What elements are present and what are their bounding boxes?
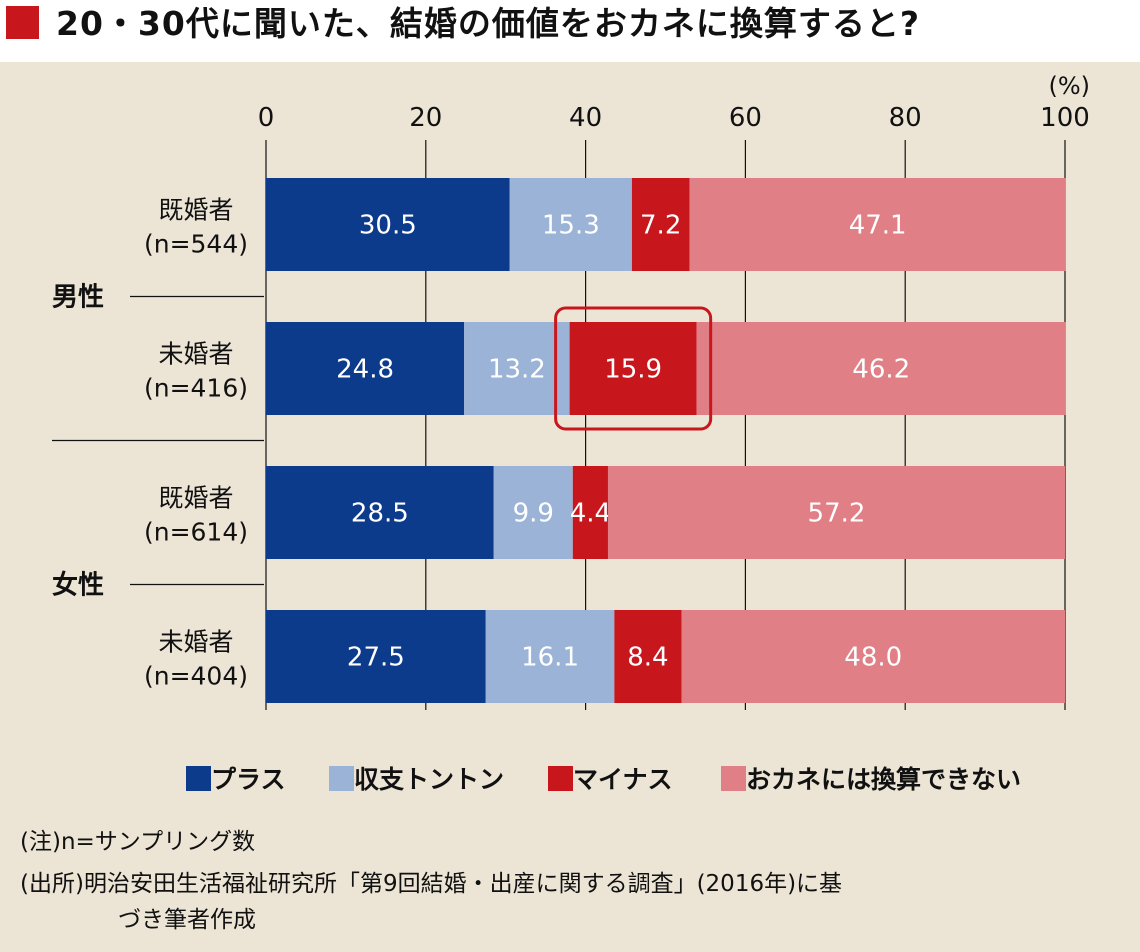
data-label: 15.9 xyxy=(604,355,662,385)
bar-segment xyxy=(266,466,494,559)
bar-segment xyxy=(266,610,486,703)
data-label: 27.5 xyxy=(347,643,405,673)
category-n: (n=614) xyxy=(144,518,248,547)
x-tick-label: 100 xyxy=(1040,103,1090,133)
data-label: 15.3 xyxy=(542,211,600,241)
legend-label: マイナス xyxy=(573,765,673,794)
data-label: 9.9 xyxy=(513,499,554,529)
chart-title: 20・30代に聞いた、結婚の価値をおカネに換算すると? xyxy=(56,4,920,43)
bar-segment xyxy=(569,322,697,415)
category-n: (n=404) xyxy=(144,662,248,691)
bar-segment xyxy=(572,466,608,559)
category-label: 既婚者 xyxy=(158,484,233,513)
category-n: (n=544) xyxy=(144,230,248,259)
category-label: 既婚者 xyxy=(158,196,233,225)
bar-segment xyxy=(509,178,632,271)
note-source-cont: づき筆者作成 xyxy=(118,907,256,933)
bar-segment xyxy=(696,322,1066,415)
data-label: 47.1 xyxy=(849,211,907,241)
note-sample-size: (注)n=サンプリング数 xyxy=(20,829,256,855)
data-label: 30.5 xyxy=(359,211,417,241)
legend-label: 収支トントン xyxy=(354,765,504,794)
unit-label: (%) xyxy=(1048,72,1090,100)
bar-segment xyxy=(631,178,690,271)
bar-segment xyxy=(607,466,1065,559)
bar-layer: 30.5 15.3 7.2 47.1 24.8 13.2 15.9 46.2 28.5 9.9 4.… xyxy=(266,178,1066,703)
data-label: 24.8 xyxy=(336,355,394,385)
category-labels: 既婚者 (n=544) 未婚者 (n=416) 既婚者 (n=614) 未婚者 (n=404)… xyxy=(52,196,264,691)
bar-segment xyxy=(266,178,510,271)
category-n: (n=416) xyxy=(144,374,248,403)
data-label: 57.2 xyxy=(808,499,866,529)
bar-segment xyxy=(464,322,570,415)
highlight-box xyxy=(554,306,713,431)
legend-swatch xyxy=(721,766,746,791)
data-label: 46.2 xyxy=(852,355,910,385)
data-label: 4.4 xyxy=(570,499,611,529)
x-tick-label: 40 xyxy=(569,103,602,133)
legend-swatch xyxy=(548,766,573,791)
data-label: 7.2 xyxy=(640,211,681,241)
category-label: 未婚者 xyxy=(158,628,233,657)
category-label: 未婚者 xyxy=(158,340,233,369)
legend: プラス 収支トントン マイナス おカネには換算できない xyxy=(186,765,1021,794)
x-tick-label: 80 xyxy=(889,103,922,133)
x-tick-label: 60 xyxy=(729,103,762,133)
bar-segment xyxy=(266,322,465,415)
bar-segment xyxy=(681,610,1065,703)
group-label: 女性 xyxy=(52,570,104,601)
legend-label: おカネには換算できない xyxy=(746,765,1021,794)
data-label: 13.2 xyxy=(488,355,546,385)
data-label: 16.1 xyxy=(521,643,579,673)
title-marker xyxy=(6,6,39,39)
note-source: (出所)明治安田生活福祉研究所「第9回結婚・出産に関する調査」(2016年)に基 xyxy=(20,871,843,897)
legend-swatch xyxy=(329,766,354,791)
group-label: 男性 xyxy=(52,283,104,313)
x-tick-labels: 0 20 40 60 80 100 xyxy=(258,103,1090,133)
legend-label: プラス xyxy=(211,765,286,794)
data-label: 48.0 xyxy=(844,643,902,673)
bar-segment xyxy=(485,610,615,703)
x-tick-label: 20 xyxy=(409,103,442,133)
x-tick-label: 0 xyxy=(258,103,275,133)
bar-segment xyxy=(689,178,1066,271)
bar-segment xyxy=(493,466,573,559)
stacked-bar-chart: 0 20 40 60 80 100 (%) 30.5 15.3 7.2 47.1 24.8 13.2… xyxy=(52,72,1090,794)
title-bar: 20・30代に聞いた、結婚の価値をおカネに換算すると? xyxy=(0,0,1140,60)
data-label: 28.5 xyxy=(351,499,409,529)
legend-swatch xyxy=(186,766,211,791)
data-label: 8.4 xyxy=(627,643,668,673)
bar-segment xyxy=(614,610,682,703)
